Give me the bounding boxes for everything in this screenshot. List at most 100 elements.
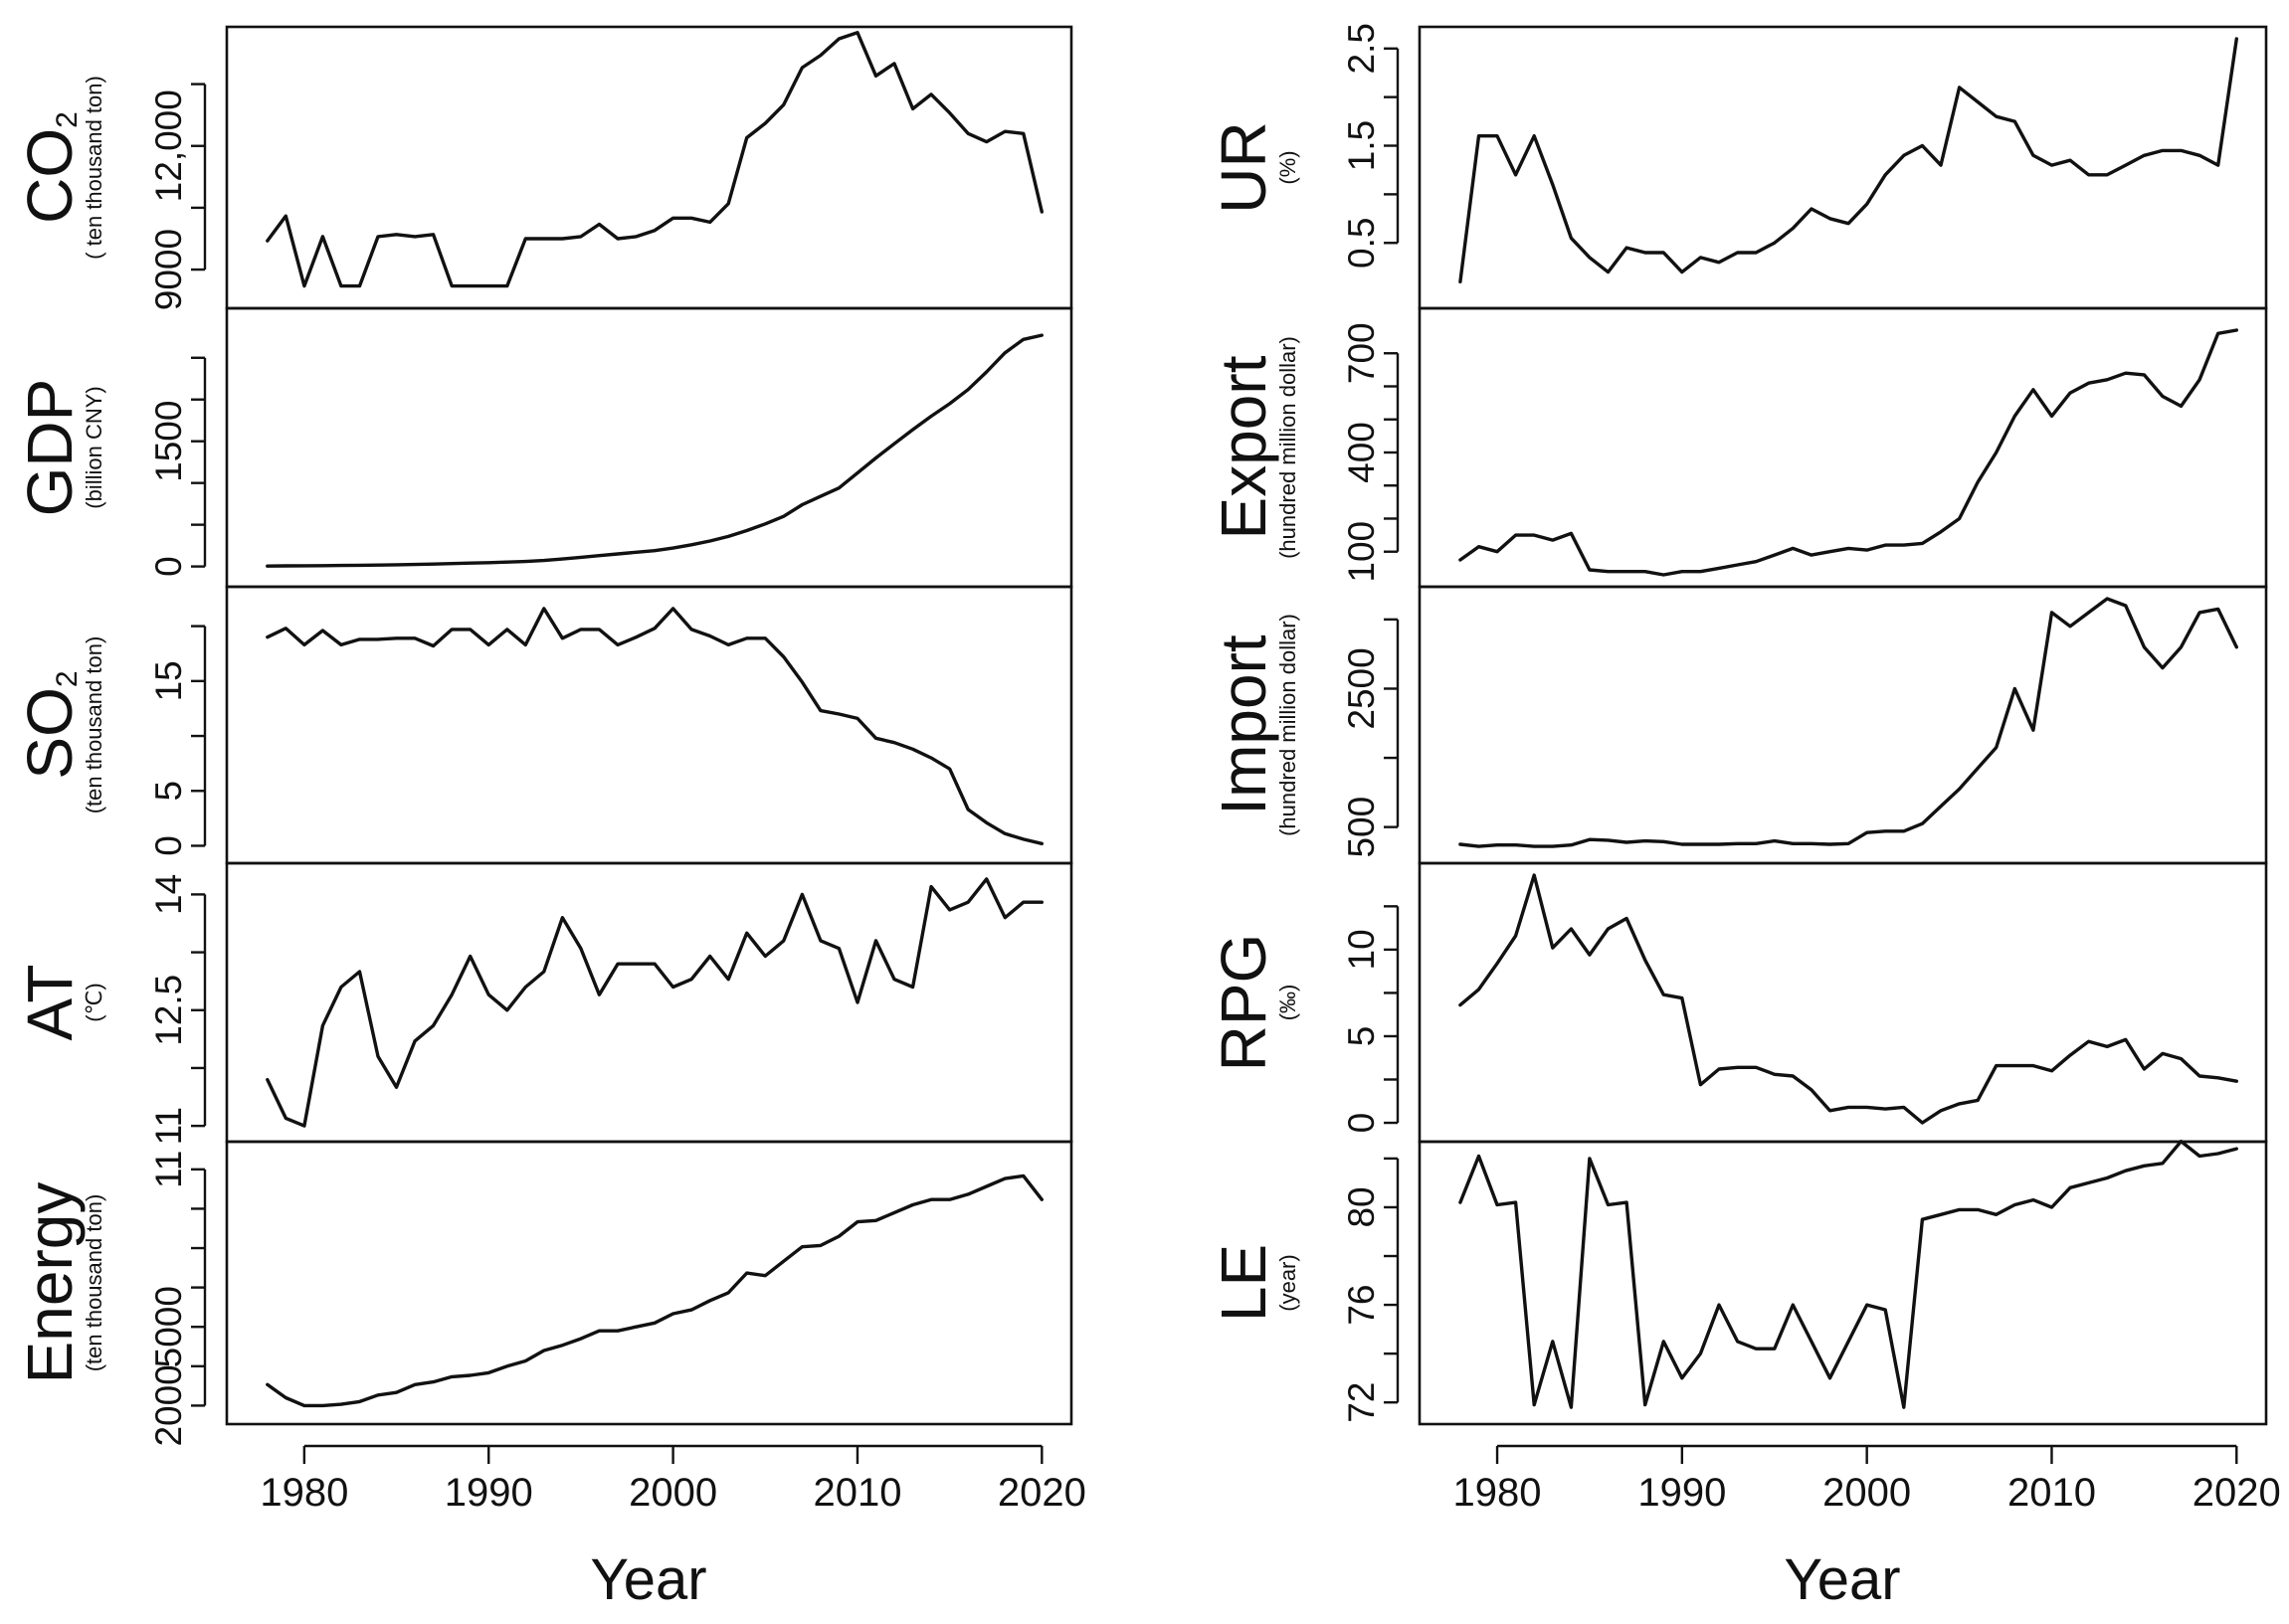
y-axis-title: UR — [1208, 121, 1279, 213]
y-axis-title-main: CO — [14, 128, 86, 224]
x-tick-label: 2000 — [1822, 1471, 1911, 1515]
y-axis-title-main: Energy — [14, 1182, 86, 1384]
panel-frame — [225, 306, 1073, 589]
y-tick-label: 1.5 — [1341, 120, 1382, 171]
panel-so2: 0 5 15 SO2(ten thousand ton) — [14, 585, 1073, 865]
series-line-import — [1458, 597, 2239, 848]
y-axis-unit: (hundred million dollar) — [1275, 336, 1300, 559]
y-tick-label: 5 — [148, 781, 189, 802]
series-line-co — [266, 31, 1045, 288]
x-tick-label: 1990 — [1637, 1471, 1726, 1515]
x-axis-title: Year — [590, 1547, 706, 1612]
y-axis-title-main: UR — [1208, 121, 1279, 213]
y-tick-label: 700 — [1341, 322, 1382, 384]
x-tick-label: 2010 — [813, 1471, 901, 1515]
x-tick-label: 1990 — [445, 1471, 533, 1515]
y-axis-title: LE — [1208, 1244, 1279, 1322]
y-tick-label: 500 — [1341, 797, 1382, 858]
y-axis-title: AT — [14, 964, 86, 1040]
y-tick-label: 10 — [1341, 929, 1382, 970]
y-tick-label: 0 — [148, 835, 189, 856]
y-axis-unit: (billion CNY) — [82, 386, 106, 508]
y-tick-label: 2000 — [148, 1364, 189, 1446]
panel-ur: 0.5 1.5 2.5 UR(%) — [1208, 23, 2268, 310]
y-tick-label: 11 — [148, 1151, 189, 1188]
series-line-export — [1458, 328, 2239, 577]
panel-frame — [225, 1140, 1073, 1426]
y-axis-title-subscript: 2 — [51, 111, 84, 128]
y-axis-unit: (%) — [1275, 150, 1300, 184]
y-axis-title: CO2 — [14, 111, 86, 224]
y-axis-unit: (‰) — [1275, 985, 1300, 1021]
y-axis-title-main: AT — [14, 964, 86, 1040]
y-axis-unit: (ten thousand ton) — [82, 1194, 106, 1372]
x-tick-label: 2020 — [998, 1471, 1086, 1515]
y-axis-title-main: LE — [1208, 1244, 1279, 1322]
y-axis-unit: ( ten thousand ton) — [82, 76, 106, 260]
x-tick-label: 2010 — [2007, 1471, 2096, 1515]
y-tick-label: 15 — [148, 660, 189, 701]
y-tick-label: 11 — [148, 1107, 189, 1145]
y-axis-unit: (hundred million dollar) — [1275, 614, 1300, 836]
y-tick-label: 9000 — [148, 229, 189, 310]
series-line-ur — [1458, 37, 2239, 283]
y-axis-title-main: GDP — [14, 379, 86, 517]
y-axis-title-main: Import — [1208, 634, 1279, 815]
y-tick-label: 100 — [1341, 521, 1382, 583]
series-line-gdp — [266, 333, 1045, 568]
panel-gdp: 0 1500 GDP(billion CNY) — [14, 306, 1073, 589]
series-line-so — [266, 607, 1045, 845]
panel-frame — [1418, 306, 2268, 589]
x-tick-label: 1980 — [260, 1471, 348, 1515]
y-axis-title: SO2 — [14, 670, 86, 779]
x-tick-label: 1980 — [1453, 1471, 1542, 1515]
y-axis-unit: (ten thousand ton) — [82, 636, 106, 814]
y-axis-title: GDP — [14, 379, 86, 517]
y-tick-label: 76 — [1341, 1284, 1382, 1325]
y-axis-unit: (℃) — [82, 983, 106, 1021]
y-axis-title-main: Export — [1208, 355, 1279, 539]
series-line-energy — [266, 1173, 1045, 1408]
panel-co2: 9000 12,000 CO2( ten thousand ton) — [14, 25, 1073, 310]
y-axis-title: RPG — [1208, 934, 1279, 1072]
y-tick-label: 2.5 — [1341, 23, 1382, 74]
panel-frame — [1418, 585, 2268, 865]
y-axis-title: Import — [1208, 634, 1279, 815]
y-tick-label: 0 — [148, 556, 189, 577]
series-line-at — [266, 877, 1045, 1128]
y-tick-label: 12.5 — [148, 975, 189, 1046]
x-tick-label: 2000 — [629, 1471, 717, 1515]
panel-at: 11 12.5 14 AT(℃) — [14, 861, 1073, 1145]
y-axis-title-main: RPG — [1208, 934, 1279, 1072]
y-tick-label: 5 — [1341, 1026, 1382, 1047]
y-axis-title: Energy — [14, 1182, 86, 1384]
y-tick-label: 0 — [1341, 1113, 1382, 1134]
y-tick-label: 72 — [1341, 1382, 1382, 1423]
panel-import: 500 2500 Import(hundred million dollar) — [1208, 585, 2268, 865]
y-tick-label: 400 — [1341, 422, 1382, 483]
y-tick-label: 0.5 — [1341, 218, 1382, 269]
panel-frame — [1418, 1140, 2268, 1426]
x-tick-label: 2020 — [2193, 1471, 2281, 1515]
panel-rpg: 0 5 10 RPG(‰) — [1208, 861, 2268, 1144]
y-tick-label: 80 — [1341, 1186, 1382, 1227]
panel-frame — [1418, 861, 2268, 1144]
y-axis-title-subscript: 2 — [51, 670, 84, 687]
y-tick-label: 1500 — [148, 401, 189, 482]
panel-export: 100 400 700 Export(hundred million dollar) — [1208, 306, 2268, 589]
series-line-le — [1458, 1139, 2239, 1409]
series-line-rpg — [1458, 873, 2239, 1125]
panel-frame — [225, 25, 1073, 310]
panel-frame — [225, 585, 1073, 865]
y-tick-label: 14 — [148, 874, 189, 915]
y-tick-label: 2500 — [1341, 647, 1382, 729]
y-axis-unit: (year) — [1275, 1254, 1300, 1311]
y-axis-title: Export — [1208, 355, 1279, 539]
x-axis-title: Year — [1784, 1547, 1900, 1612]
y-tick-label: 12,000 — [148, 90, 189, 202]
y-axis-title-main: SO — [14, 687, 86, 779]
